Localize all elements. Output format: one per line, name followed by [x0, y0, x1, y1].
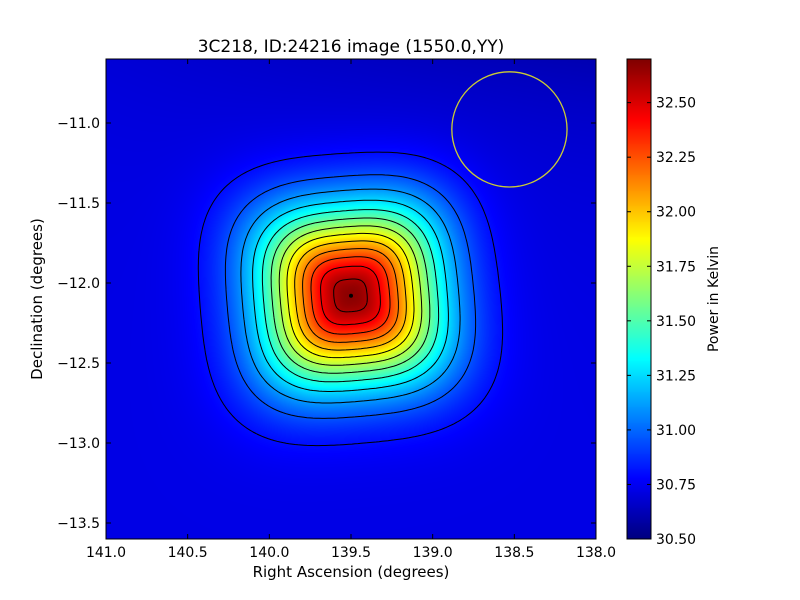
- contour-line: [270, 217, 431, 374]
- contour-line: [286, 232, 415, 359]
- contour-line: [197, 151, 504, 447]
- y-tick-label: −11.5: [57, 196, 100, 212]
- colorbar-gradient: [627, 59, 651, 539]
- y-axis: −11.0 −11.5 −12.0 −12.5 −13.0 −13.5: [57, 116, 596, 532]
- y-tick-label: −13.5: [57, 516, 100, 532]
- contour-line: [240, 188, 461, 404]
- colorbar-tick-label: 30.75: [656, 477, 696, 493]
- colorbar-tick-label: 31.00: [656, 423, 696, 439]
- contour-line: [224, 174, 477, 419]
- x-tick-label: 141.0: [86, 545, 126, 561]
- chart-title: 3C218, ID:24216 image (1550.0,YY): [198, 37, 505, 57]
- x-tick-label: 140.5: [168, 545, 208, 561]
- contour-line: [302, 248, 399, 343]
- heatmap-plot-area: [105, 58, 597, 540]
- beam-circle: [451, 71, 568, 188]
- contour-line: [278, 225, 423, 366]
- contour-line: [310, 256, 391, 335]
- x-axis: 141.0 140.5 140.0 139.5 139.0 138.5 138.0: [86, 59, 616, 561]
- colorbar-tick-label: 30.50: [656, 532, 696, 548]
- y-axis-label: Declination (degrees): [28, 218, 46, 380]
- colorbar-ticks: 30.50 30.75 31.00 31.25 31.50 31.75 32.00 32.25…: [627, 96, 696, 548]
- colorbar-label: Power in Kelvin: [706, 246, 722, 352]
- contour-lines: [197, 151, 504, 447]
- colorbar-tick-label: 31.75: [656, 259, 696, 275]
- y-tick-label: −11.0: [57, 116, 100, 132]
- x-tick-label: 139.0: [413, 545, 453, 561]
- colorbar-frame: [626, 58, 652, 540]
- y-tick-label: −12.5: [57, 356, 100, 372]
- contour-line: [320, 265, 381, 326]
- colorbar-tick-label: 32.50: [656, 96, 696, 112]
- x-tick-label: 138.5: [494, 545, 534, 561]
- heatmap-image: [106, 59, 596, 539]
- colorbar-tick-label: 32.25: [656, 150, 696, 166]
- y-tick-label: −13.0: [57, 436, 100, 452]
- peak-marker: [349, 293, 353, 298]
- x-tick-label: 138.0: [576, 545, 616, 561]
- x-axis-label: Right Ascension (degrees): [253, 563, 450, 581]
- colorbar: 30.50 30.75 31.00 31.25 31.50 31.75 32.00 32.25…: [626, 58, 722, 548]
- x-tick-label: 140.0: [249, 545, 289, 561]
- x-tick-label: 139.5: [331, 545, 371, 561]
- colorbar-tick-label: 31.50: [656, 314, 696, 330]
- contour-line: [261, 209, 440, 383]
- contour-line: [333, 278, 368, 313]
- colorbar-tick-label: 32.00: [656, 205, 696, 221]
- colorbar-tick-label: 31.25: [656, 368, 696, 384]
- contour-line: [252, 199, 449, 392]
- contour-line: [294, 240, 407, 351]
- y-tick-label: −12.0: [57, 276, 100, 292]
